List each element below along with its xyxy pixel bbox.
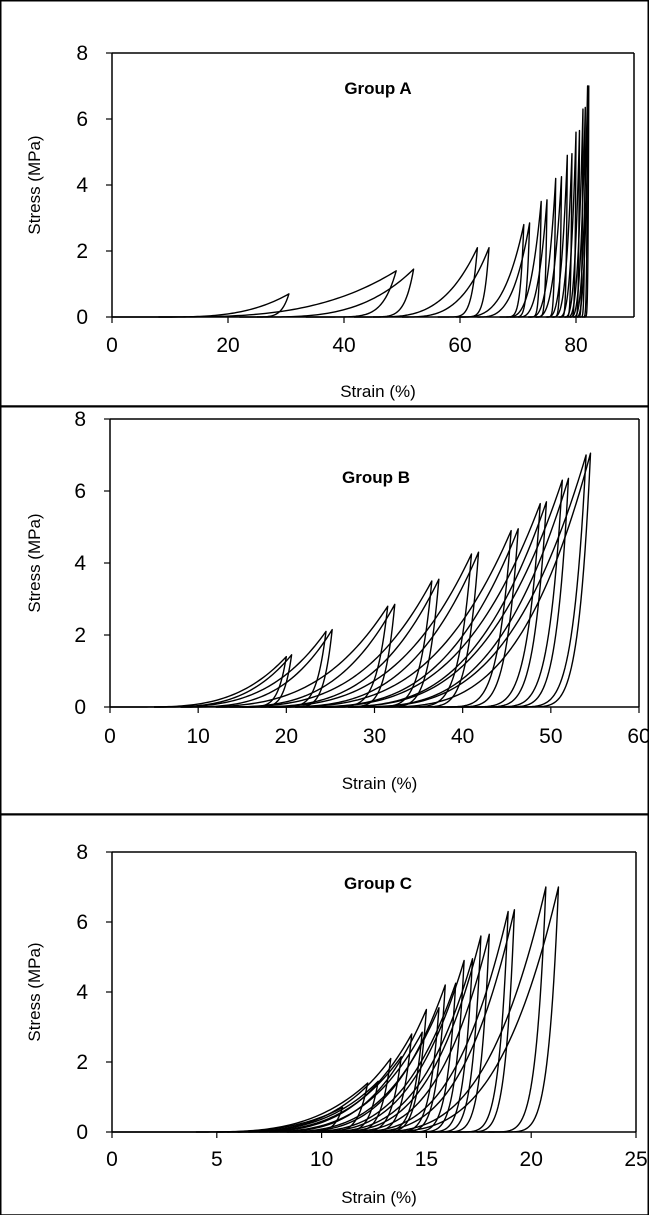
hysteresis-loop	[477, 222, 531, 318]
loops-group	[195, 886, 560, 1133]
panel-border	[0, 406, 649, 814]
x-tick-label: 80	[564, 334, 587, 357]
y-tick-label: 4	[76, 174, 88, 197]
hysteresis-loop	[180, 605, 389, 708]
hysteresis-loop	[566, 108, 584, 318]
y-tick-label: 2	[76, 240, 88, 263]
x-axis-title: Strain (%)	[342, 774, 418, 793]
x-tick-label: 0	[106, 1148, 118, 1171]
y-tick-label: 2	[76, 1051, 88, 1074]
x-tick-label: 25	[624, 1148, 647, 1171]
hysteresis-loop	[300, 959, 465, 1133]
panel-border	[0, 814, 649, 1215]
hysteresis-loop	[569, 106, 586, 318]
x-tick-label: 20	[520, 1148, 543, 1171]
hysteresis-loop	[546, 154, 568, 318]
y-axis-title: Stress (MPa)	[25, 513, 44, 612]
chart-svg: 0 2 4 6 8 0 5 10 15 20 25 Strain (%) Stress (MPa) Gro…	[0, 814, 649, 1215]
hysteresis-loop	[348, 454, 587, 708]
x-tick-label: 50	[539, 725, 562, 748]
y-tick-label: 6	[76, 108, 88, 131]
chart-panel-group-a: 0 2 4 6 8 0 20 40 60 80 Strain (%) Stress (MPa) Grou…	[0, 0, 649, 406]
plot-frame	[109, 418, 640, 708]
hysteresis-loop	[373, 247, 479, 318]
chart-title: Group B	[342, 468, 410, 487]
chart-title: Group A	[344, 79, 411, 98]
y-tick-label: 4	[74, 552, 86, 575]
chart-svg: 0 2 4 6 8 0 10 20 30 40 50 60 Strain (%) Stress (MPa)…	[0, 406, 649, 814]
chart-panel-group-c: 0 2 4 6 8 0 5 10 15 20 25 Strain (%) Stress (MPa) Gro…	[0, 814, 649, 1215]
y-tick-label: 4	[76, 981, 88, 1004]
x-tick-label: 60	[627, 725, 649, 748]
hysteresis-loop	[353, 909, 516, 1133]
hysteresis-loop	[180, 628, 333, 708]
x-tick-label: 20	[275, 725, 298, 748]
x-tick-label: 60	[448, 334, 471, 357]
y-tick-label: 6	[74, 480, 86, 503]
y-tick-label: 0	[76, 306, 88, 329]
y-axis-title: Stress (MPa)	[25, 135, 44, 234]
y-tick-label: 8	[76, 841, 88, 864]
x-tick-label: 30	[363, 725, 386, 748]
x-tick-label: 20	[216, 334, 239, 357]
hysteresis-loop	[506, 200, 542, 318]
y-tick-label: 6	[76, 911, 88, 934]
y-tick-label: 2	[74, 624, 86, 647]
hysteresis-loop	[269, 1007, 440, 1133]
hysteresis-loop	[258, 1008, 428, 1133]
y-axis-title: Stress (MPa)	[25, 942, 44, 1041]
hysteresis-loop	[348, 477, 570, 708]
hysteresis-loop	[268, 551, 480, 708]
loops-group	[136, 452, 592, 708]
y-tick-label: 8	[76, 42, 88, 65]
x-tick-label: 0	[104, 725, 116, 748]
hysteresis-loop	[279, 984, 446, 1133]
hysteresis-loop	[575, 85, 590, 318]
chart-title: Group C	[344, 874, 412, 893]
x-tick-label: 10	[310, 1148, 333, 1171]
x-tick-label: 0	[106, 334, 118, 357]
loops-group	[158, 85, 590, 318]
y-tick-label: 0	[74, 696, 86, 719]
hysteresis-loop	[374, 886, 560, 1133]
y-tick-label: 8	[74, 408, 86, 431]
x-tick-label: 10	[186, 725, 209, 748]
x-axis-title: Strain (%)	[340, 382, 416, 401]
chart-panel-group-b: 0 2 4 6 8 0 10 20 30 40 50 60 Strain (%) Stress (MPa)…	[0, 406, 649, 814]
y-tick-label: 0	[76, 1121, 88, 1144]
x-axis-title: Strain (%)	[341, 1188, 417, 1207]
hysteresis-loop	[374, 452, 592, 708]
x-tick-label: 40	[332, 334, 355, 357]
hysteresis-loop	[158, 270, 397, 318]
hysteresis-loop	[321, 479, 563, 708]
x-tick-label: 5	[211, 1148, 223, 1171]
hysteresis-loop	[242, 578, 440, 708]
x-tick-label: 15	[415, 1148, 438, 1171]
panel-border	[0, 0, 649, 406]
hysteresis-loop	[215, 603, 396, 708]
x-tick-label: 40	[451, 725, 474, 748]
